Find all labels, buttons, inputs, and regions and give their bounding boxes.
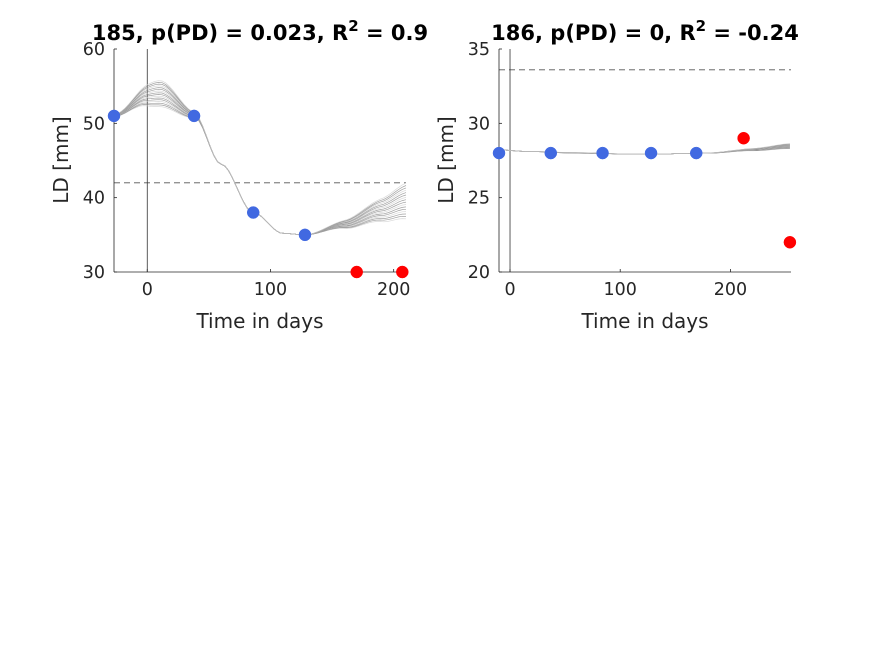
x-tick-label: 200 xyxy=(377,280,410,300)
x-tick-label: 200 xyxy=(714,280,747,300)
chart-panel-185: 185, p(PD) = 0.023, R2 = 0.9 LD [mm] Tim… xyxy=(49,17,428,333)
fitted-data-point xyxy=(492,146,506,160)
y-tick-label: 30 xyxy=(83,263,105,283)
fit-curve xyxy=(113,88,407,236)
fitted-data-point xyxy=(107,109,121,123)
x-tick-label: 0 xyxy=(504,280,515,300)
fit-curve xyxy=(113,80,407,236)
y-tick-label: 25 xyxy=(468,189,490,209)
excluded-data-point xyxy=(396,265,409,279)
fitted-data-point xyxy=(689,146,703,160)
x-axis-label: Time in days xyxy=(580,309,708,333)
fit-curve xyxy=(499,143,790,155)
excluded-data-point xyxy=(350,265,363,279)
excluded-data-point xyxy=(783,236,797,249)
y-axis-label: LD [mm] xyxy=(49,116,73,203)
chart-panel-186: 186, p(PD) = 0, R2 = -0.24 LD [mm] Time … xyxy=(434,17,799,333)
x-tick-label: 100 xyxy=(254,280,287,300)
fitted-data-point xyxy=(187,109,201,123)
fit-curves xyxy=(499,143,790,155)
fit-curve xyxy=(499,146,790,155)
x-axis-label: Time in days xyxy=(195,309,323,333)
x-tick-label: 0 xyxy=(142,280,153,300)
chart-title: 185, p(PD) = 0.023, R2 = 0.9 xyxy=(92,17,428,45)
fitted-data-point xyxy=(644,146,658,160)
fit-curve xyxy=(499,147,790,155)
y-axis-label: LD [mm] xyxy=(434,116,458,203)
fitted-data-point xyxy=(246,206,260,219)
fitted-data-point xyxy=(298,228,312,242)
fitted-data-point xyxy=(544,146,558,160)
y-tick-label: 20 xyxy=(468,263,490,283)
excluded-data-point xyxy=(737,131,750,145)
y-tick-label: 60 xyxy=(83,40,105,60)
y-tick-label: 30 xyxy=(468,114,490,134)
fit-curves xyxy=(113,80,407,236)
y-tick-label: 50 xyxy=(83,114,105,134)
fitted-data-point xyxy=(596,146,609,160)
y-tick-label: 35 xyxy=(468,40,490,60)
fit-curve xyxy=(113,82,407,236)
chart-title: 186, p(PD) = 0, R2 = -0.24 xyxy=(491,17,799,45)
x-tick-label: 100 xyxy=(604,280,637,300)
y-tick-label: 40 xyxy=(83,189,105,209)
